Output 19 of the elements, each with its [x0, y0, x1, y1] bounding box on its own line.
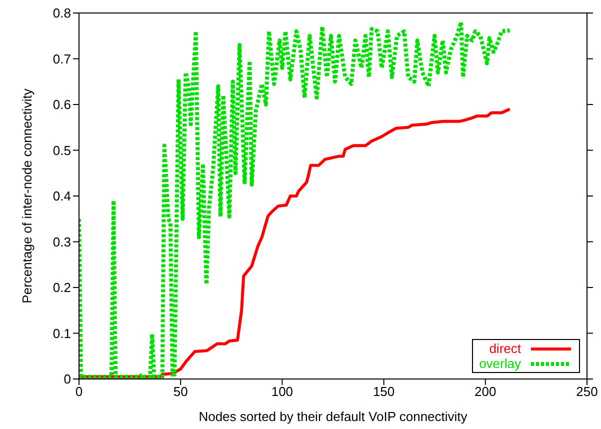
x-tick-label: 50: [173, 384, 188, 400]
y-tick-label: 0.8: [52, 6, 71, 21]
x-tick-label: 200: [474, 384, 496, 400]
y-tick-label: 0.4: [52, 188, 71, 204]
y-tick-label: 0: [64, 372, 71, 387]
legend-label: overlay: [479, 356, 521, 371]
x-tick-label: 150: [372, 384, 395, 400]
x-tick-label: 250: [576, 384, 598, 400]
y-tick-label: 0.2: [52, 280, 71, 296]
y-tick-label: 0.6: [52, 97, 71, 112]
x-tick-label: 100: [271, 384, 294, 400]
x-axis-title: Nodes sorted by their default VoIP connectivity: [198, 409, 468, 424]
y-tick-label: 0.5: [52, 142, 71, 158]
legend-label: direct: [489, 341, 521, 356]
x-tick-label: 0: [75, 384, 83, 400]
y-tick-label: 0.1: [52, 326, 71, 341]
y-tick-label: 0.7: [52, 51, 71, 66]
y-tick-label: 0.3: [52, 234, 71, 250]
y-axis-title: Percentage of inter-node connectivity: [20, 88, 35, 304]
